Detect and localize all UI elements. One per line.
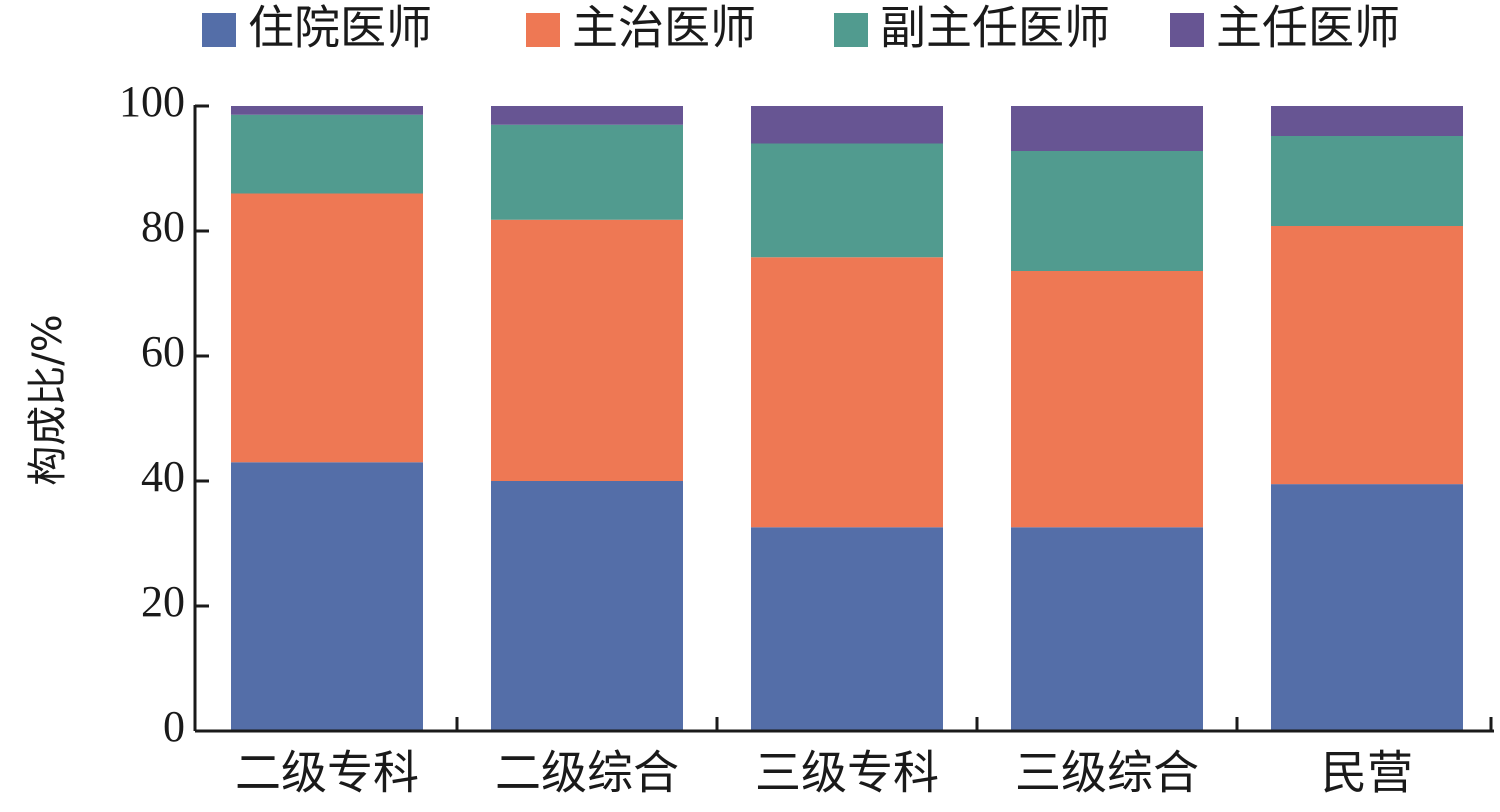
bar-segment-5-1 — [1271, 484, 1463, 731]
x-tick-label: 三级综合 — [1015, 746, 1199, 800]
y-tick-label: 20 — [141, 577, 185, 626]
bar-segment-2-4 — [491, 106, 683, 125]
bar-segment-5-2 — [1271, 226, 1463, 485]
bar-segment-4-4 — [1011, 106, 1203, 151]
axes: 0 20 40 60 80 100 二级专科 二级综合 三级专科 三级综合 民营 — [119, 77, 1494, 800]
legend-swatch-4 — [1170, 13, 1204, 47]
y-tick-label: 60 — [141, 327, 185, 376]
bar-segment-1-2 — [231, 193, 423, 463]
bar-segment-2-2 — [491, 219, 683, 481]
bar-segment-1-1 — [231, 462, 423, 731]
bar-segment-2-1 — [491, 481, 683, 731]
bar-segment-3-4 — [751, 106, 943, 144]
legend-label-2: 主治医师 — [572, 1, 756, 55]
x-tick-label: 三级专科 — [755, 746, 939, 800]
y-tick-label: 80 — [141, 202, 185, 251]
y-tick-label: 0 — [163, 702, 185, 751]
y-tick-label: 40 — [141, 452, 185, 501]
x-tick-label: 二级专科 — [235, 746, 419, 800]
bar-segment-4-1 — [1011, 527, 1203, 731]
x-tick-label: 二级综合 — [495, 746, 679, 800]
legend-label-4: 主任医师 — [1216, 1, 1400, 55]
bar-segment-1-3 — [231, 114, 423, 194]
legend-swatch-1 — [202, 13, 236, 47]
legend-swatch-2 — [526, 13, 560, 47]
legend-label-3: 副主任医师 — [880, 1, 1110, 55]
bar-segment-5-3 — [1271, 136, 1463, 226]
bar-segment-4-3 — [1011, 151, 1203, 271]
bar-segment-1-4 — [231, 106, 423, 115]
bars — [231, 106, 1463, 731]
bar-segment-4-2 — [1011, 271, 1203, 528]
bar-segment-2-3 — [491, 124, 683, 220]
y-tick-label: 100 — [119, 77, 185, 126]
legend: 住院医师 主治医师 副主任医师 主任医师 — [202, 1, 1400, 55]
bar-segment-3-3 — [751, 143, 943, 258]
legend-label-1: 住院医师 — [248, 1, 432, 55]
bar-segment-3-2 — [751, 257, 943, 528]
bar-segment-3-1 — [751, 527, 943, 731]
bar-segment-5-4 — [1271, 106, 1463, 136]
x-tick-label: 民营 — [1321, 746, 1413, 800]
legend-swatch-3 — [834, 13, 868, 47]
y-axis-label: 构成比/% — [25, 314, 71, 485]
